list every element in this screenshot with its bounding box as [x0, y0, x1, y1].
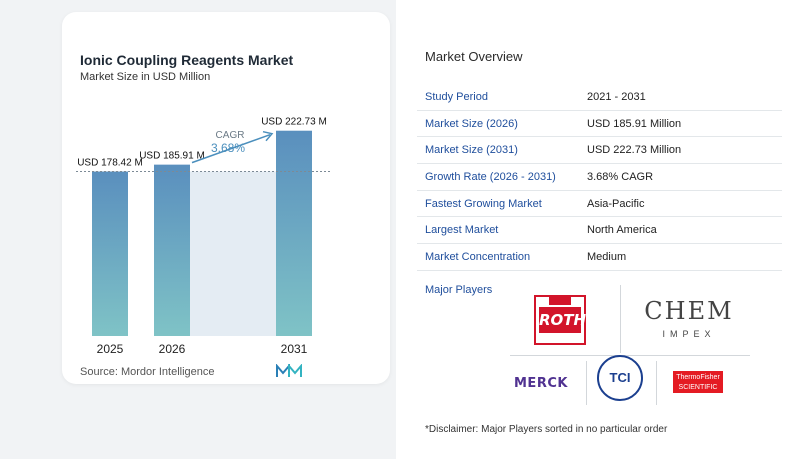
overview-key: Market Size (2031)	[425, 144, 518, 157]
source-text: Source: Mordor Intelligence	[80, 366, 215, 378]
disclaimer: *Disclaimer: Major Players sorted in no …	[425, 424, 668, 435]
overview-value: North America	[587, 224, 657, 237]
chart-subtitle: Market Size in USD Million	[80, 71, 211, 83]
major-players-title: Major Players	[425, 284, 493, 296]
overview-row: Largest Market North America	[417, 217, 782, 245]
mordor-intelligence-logo-icon	[276, 364, 302, 377]
overview-key: Fastest Growing Market	[425, 197, 542, 210]
overview-row: Fastest Growing Market Asia-Pacific	[417, 191, 782, 218]
roth-logo-text: ROTH	[539, 307, 586, 333]
overview-value: USD 185.91 Million	[587, 117, 682, 130]
overview-table: Study Period 2021 - 2031 Market Size (2026…	[417, 84, 782, 271]
bar-2026	[154, 164, 190, 336]
bar-2031	[276, 130, 312, 336]
overview-row: Growth Rate (2026 - 2031) 3.68% CAGR	[417, 164, 782, 191]
roth-logo: ROTH	[534, 295, 586, 345]
logo-divider	[586, 361, 587, 405]
overview-value: Medium	[587, 250, 627, 263]
bar-2025	[92, 171, 128, 336]
chem-impex-logo-subtext: IMPEX	[662, 329, 716, 339]
overview-row: Market Size (2031) USD 222.73 Million	[417, 137, 782, 165]
cagr-label: CAGR	[216, 130, 245, 141]
value-label: USD 185.91 M	[139, 151, 205, 162]
x-tick-label: 2025	[97, 342, 124, 356]
logo-divider	[510, 355, 750, 356]
tci-logo-text: TCI	[609, 370, 631, 385]
growth-shade	[190, 171, 276, 336]
logo-divider	[620, 285, 621, 353]
overview-key: Largest Market	[425, 224, 499, 237]
overview-value: USD 222.73 Million	[587, 144, 682, 157]
overview-key: Market Concentration	[425, 250, 531, 263]
overview-key: Market Size (2026)	[425, 117, 518, 130]
overview-row: Market Size (2026) USD 185.91 Million	[417, 111, 782, 138]
logo-divider	[656, 361, 657, 405]
value-label: USD 222.73 M	[261, 117, 327, 128]
overview-value: Asia-Pacific	[587, 197, 645, 210]
overview-value: 2021 - 2031	[587, 90, 646, 103]
chem-impex-logo: CHEM	[644, 297, 734, 325]
player-logos: ROTH CHEM IMPEX MERCK TCI ThermoFisher S…	[510, 285, 750, 407]
overview-row: Study Period 2021 - 2031	[417, 84, 782, 111]
overview-title: Market Overview	[425, 49, 523, 64]
overview-value: 3.68% CAGR	[587, 170, 654, 183]
cagr-value: 3.68%	[211, 141, 245, 155]
x-tick-label: 2026	[159, 342, 186, 356]
cagr-arrow	[191, 133, 271, 164]
tci-logo: TCI	[597, 355, 643, 401]
overview-row: Market Concentration Medium	[417, 244, 782, 271]
x-tick-label: 2031	[281, 342, 308, 356]
cagr-arrow-head	[262, 130, 274, 142]
thermo-fisher-logo: ThermoFisher SCIENTIFIC	[673, 371, 723, 393]
overview-key: Study Period	[425, 90, 488, 103]
value-label: USD 178.42 M	[77, 158, 143, 169]
overview-key: Growth Rate (2026 - 2031)	[425, 170, 556, 183]
merck-logo: MERCK	[514, 376, 568, 391]
chart-title: Ionic Coupling Reagents Market	[80, 52, 294, 68]
